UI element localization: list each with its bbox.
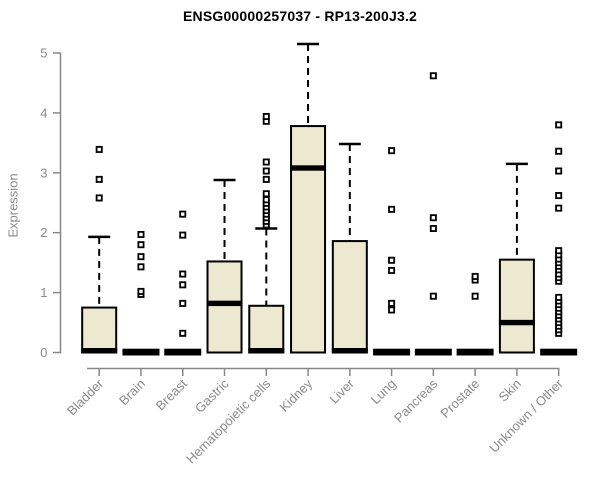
x-tick-label: Pancreas xyxy=(391,376,441,426)
y-tick-label: 2 xyxy=(40,225,47,240)
outlier-point xyxy=(137,287,145,295)
outlier-point xyxy=(388,266,396,274)
box-hematopoietic-cells xyxy=(248,304,285,354)
outlier-point xyxy=(262,112,270,120)
box-prostate xyxy=(456,348,494,356)
median-line xyxy=(331,348,368,354)
x-tick-label: Bladder xyxy=(64,376,107,419)
outlier-point xyxy=(471,272,479,280)
outlier-point xyxy=(179,270,187,278)
outlier-point xyxy=(137,230,145,238)
outlier-point xyxy=(137,263,145,271)
outlier-point xyxy=(262,175,270,183)
x-tick-label: Unknown / Other xyxy=(486,376,566,456)
outlier-point xyxy=(555,192,563,200)
y-tick-label: 0 xyxy=(40,345,47,360)
box-bladder xyxy=(81,306,118,354)
y-tick-label: 5 xyxy=(40,46,47,61)
outlier-point xyxy=(262,190,270,198)
outlier-point xyxy=(95,194,103,202)
x-tick-label: Prostate xyxy=(437,376,482,421)
outlier-point xyxy=(471,292,479,300)
box-kidney xyxy=(290,125,327,354)
box-pancreas xyxy=(414,348,452,356)
box-lung xyxy=(373,348,411,356)
median-line xyxy=(498,319,535,326)
outlier-point xyxy=(388,306,396,314)
outlier-point xyxy=(388,256,396,264)
x-tick-label: Kidney xyxy=(276,376,315,415)
x-tick-label: Liver xyxy=(326,376,357,407)
box-liver xyxy=(331,240,368,354)
outlier-point xyxy=(95,175,103,183)
x-tick-label: Lung xyxy=(368,376,399,407)
median-line xyxy=(206,300,243,307)
chart-title: ENSG00000257037 - RP13-200J3.2 xyxy=(182,8,418,24)
outlier-point xyxy=(555,247,563,255)
box-skin xyxy=(498,258,535,354)
x-tick-label: Breast xyxy=(153,376,190,413)
box-breast xyxy=(164,348,202,356)
outlier-point xyxy=(429,292,437,300)
box-unknown-other xyxy=(540,348,578,356)
outlier-point xyxy=(262,158,270,166)
outlier-point xyxy=(179,329,187,337)
outlier-point xyxy=(262,167,270,175)
y-tick-label: 3 xyxy=(40,165,47,180)
outlier-point xyxy=(179,210,187,218)
median-line xyxy=(248,348,285,354)
outlier-point xyxy=(388,147,396,155)
outlier-point xyxy=(429,72,437,80)
outlier-point xyxy=(388,205,396,213)
box-brain xyxy=(122,348,160,356)
outlier-point xyxy=(137,253,145,261)
x-tick-label: Gastric xyxy=(192,376,232,416)
outlier-point xyxy=(179,281,187,289)
outlier-point xyxy=(388,299,396,307)
y-tick-label: 4 xyxy=(40,105,47,120)
outlier-point xyxy=(179,231,187,239)
median-line xyxy=(290,165,327,171)
outlier-point xyxy=(429,214,437,222)
box-gastric xyxy=(206,260,243,354)
outlier-point xyxy=(555,167,563,175)
outlier-point xyxy=(429,225,437,233)
outlier-point xyxy=(179,299,187,307)
outlier-point xyxy=(555,293,563,301)
outlier-point xyxy=(95,145,103,153)
outlier-point xyxy=(555,121,563,129)
outlier-point xyxy=(555,204,563,212)
outlier-point xyxy=(137,241,145,249)
outlier-point xyxy=(262,196,270,204)
y-tick-label: 1 xyxy=(40,285,47,300)
x-tick-label: Brain xyxy=(116,376,148,408)
outlier-point xyxy=(555,147,563,155)
median-line xyxy=(81,348,118,354)
x-tick-label: Skin xyxy=(496,376,524,404)
